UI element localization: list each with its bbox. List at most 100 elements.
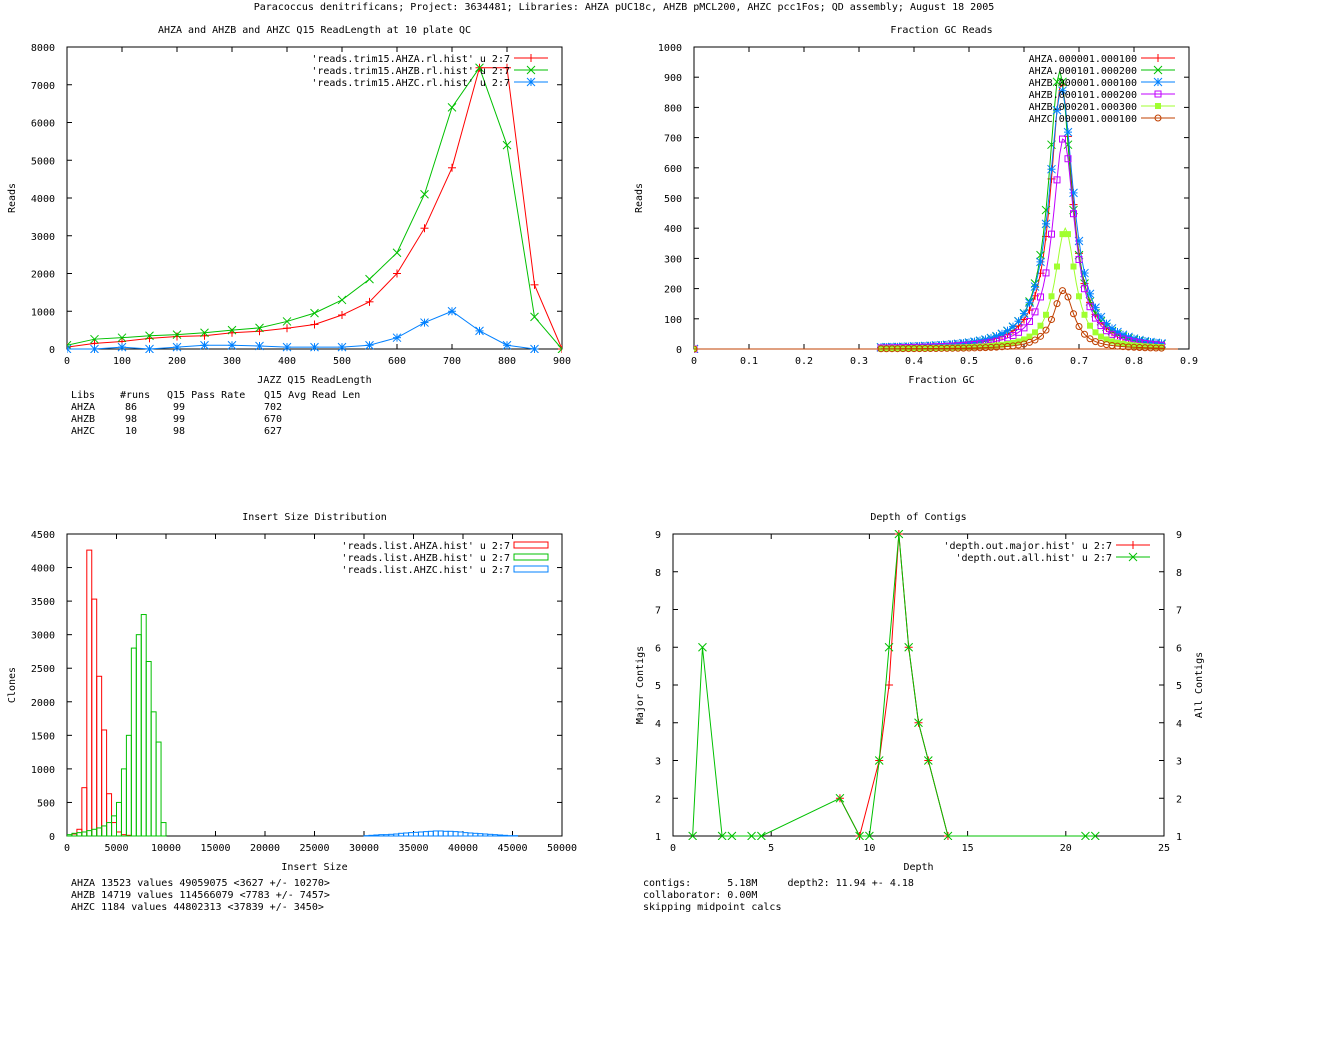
data-point	[955, 344, 961, 351]
series-0	[71, 549, 132, 837]
legend: AHZA.000001.000100AHZA.000101.000200AHZB…	[1029, 54, 1175, 125]
bar	[457, 831, 464, 837]
data-point	[1020, 324, 1028, 332]
bar	[140, 614, 147, 837]
bar	[393, 833, 400, 837]
series-2	[363, 830, 518, 837]
x-tick-label: 0.7	[1070, 356, 1088, 367]
data-point	[282, 342, 292, 352]
stats-cell: 98	[173, 426, 185, 437]
data-point	[1158, 344, 1165, 352]
x-axis-label: Fraction GC	[908, 375, 974, 386]
bar	[145, 661, 152, 837]
series-line	[67, 67, 562, 350]
bar	[408, 832, 414, 837]
chart-title: Insert Size Distribution	[242, 512, 387, 523]
x-tick-label: 30000	[349, 843, 379, 854]
series-3	[694, 135, 1178, 353]
bar	[472, 832, 479, 837]
bar	[120, 768, 127, 837]
data-point	[1103, 336, 1110, 343]
data-point	[420, 189, 429, 199]
series-2	[67, 306, 539, 353]
data-point	[999, 341, 1005, 348]
x-tick-label: 35000	[398, 843, 428, 854]
bar	[477, 833, 484, 837]
x-tick-label: 600	[388, 356, 406, 367]
data-point	[447, 306, 457, 316]
y-tick-label: 8000	[31, 43, 55, 54]
data-point	[1026, 333, 1033, 340]
data-point	[67, 340, 72, 346]
report-title: Paracoccus denitrificans; Project: 36344…	[254, 2, 995, 13]
series-area	[67, 549, 518, 837]
y-tick-label: 1	[655, 832, 661, 843]
series-0	[835, 530, 952, 840]
x-tick-label: 0.4	[905, 356, 923, 367]
legend-swatch	[513, 565, 549, 573]
data-point	[1153, 65, 1163, 75]
series-area	[694, 71, 1178, 353]
stats-cell: 670	[264, 414, 282, 425]
data-point	[1065, 231, 1071, 238]
data-point	[698, 642, 707, 652]
legend-swatch	[513, 553, 549, 561]
data-point	[1064, 293, 1072, 301]
y-tick-label: 3	[655, 757, 661, 768]
legend-label: AHZA.000001.000100	[1029, 54, 1137, 65]
data-point	[1070, 210, 1077, 218]
x-tick-label: 40000	[448, 843, 478, 854]
data-point	[1085, 289, 1095, 299]
y-tick-label: 6000	[31, 119, 55, 130]
depth-stats-line: contigs: 5.18M depth2: 11.94 +- 4.18	[643, 878, 914, 889]
series-area	[688, 530, 1100, 840]
data-point	[1043, 311, 1049, 318]
y-tick-label: 2000	[31, 270, 55, 281]
y2-tick-label: 6	[1176, 643, 1182, 654]
data-point	[977, 343, 983, 350]
x-tick-label: 500	[333, 356, 351, 367]
bar	[67, 834, 73, 837]
data-point	[1092, 314, 1099, 322]
legend-swatch	[513, 541, 549, 549]
data-point	[1069, 188, 1078, 198]
x-tick-label: 900	[553, 356, 571, 367]
bar	[116, 801, 122, 837]
legend-label: 'reads.trim15.AHZA.rl.hist' u 2:7	[311, 54, 510, 65]
bar	[91, 828, 98, 837]
bar	[155, 741, 162, 837]
data-point	[1021, 336, 1027, 343]
data-point	[1026, 317, 1033, 325]
y-tick-label: 8	[655, 568, 661, 579]
y2-axis-label: All Contigs	[1194, 652, 1205, 718]
data-point	[1054, 263, 1060, 270]
y-tick-label: 3000	[31, 232, 55, 243]
data-point	[557, 344, 562, 350]
data-point	[1053, 300, 1061, 308]
data-point	[1004, 340, 1011, 347]
bar	[482, 833, 489, 837]
x-tick-label: 400	[278, 356, 296, 367]
bar	[447, 830, 454, 837]
bar	[388, 833, 395, 837]
stats-cell: 99	[173, 414, 185, 425]
data-point	[1015, 338, 1022, 345]
bar	[101, 825, 108, 837]
x-tick-label: 100	[113, 356, 131, 367]
data-point	[1052, 105, 1062, 115]
data-point	[1025, 298, 1034, 308]
data-point	[526, 65, 536, 75]
legend-label: 'reads.list.AHZC.hist' u 2:7	[341, 565, 510, 576]
data-point	[757, 831, 766, 840]
bar	[502, 834, 509, 837]
data-point	[227, 340, 237, 350]
y-tick-label: 0	[49, 345, 55, 356]
data-point	[717, 831, 727, 840]
x-tick-label: 15000	[200, 843, 230, 854]
y-tick-label: 7	[655, 606, 661, 617]
legend: 'reads.list.AHZA.hist' u 2:7'reads.list.…	[341, 541, 549, 576]
y-tick-label: 5	[655, 681, 661, 692]
legend-label: 'depth.out.major.hist' u 2:7	[943, 541, 1112, 552]
legend-label: AHZB.000101.000200	[1029, 90, 1137, 101]
